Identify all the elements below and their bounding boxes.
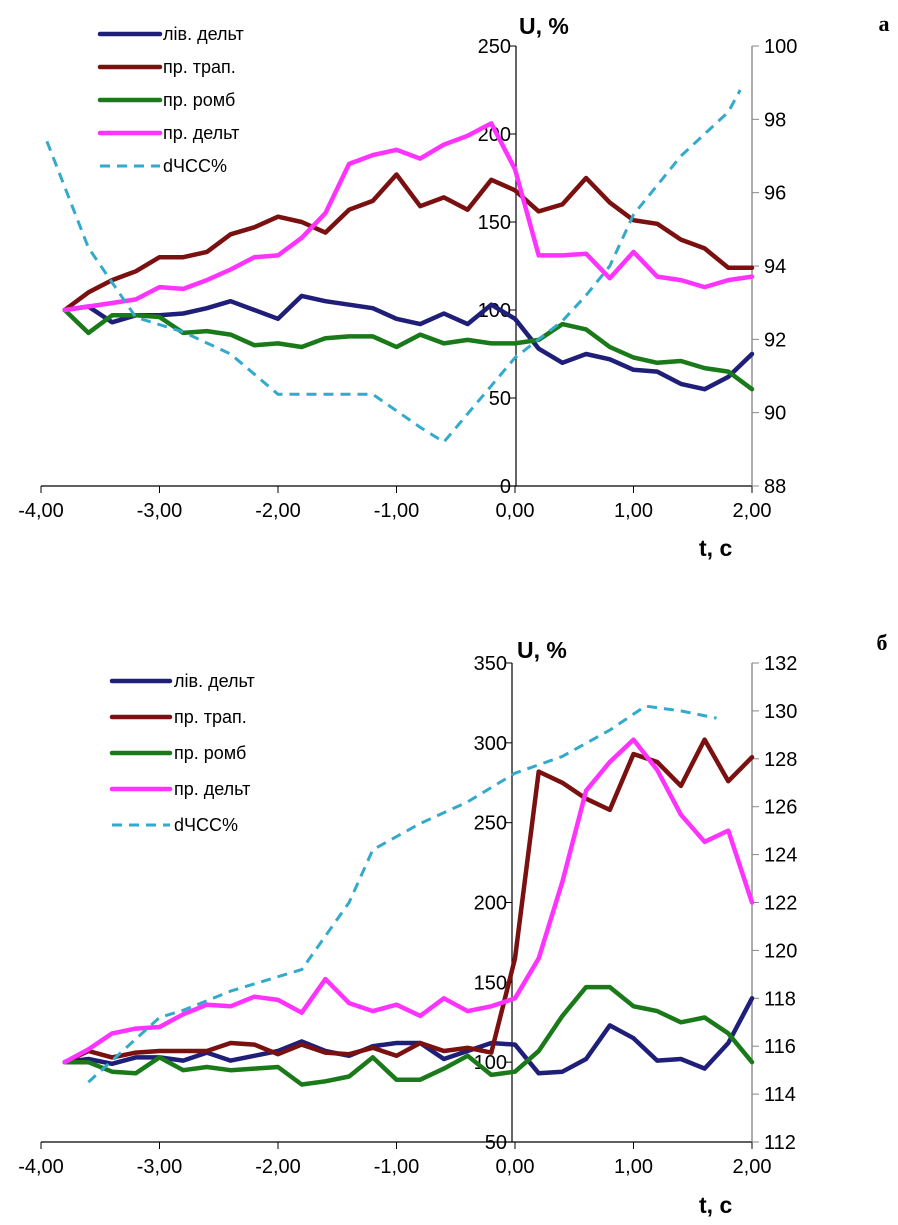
legend-label: лів. дельт [174,671,255,691]
legend-label: пр. трап. [174,707,247,727]
x-tick-label: -1,00 [374,500,420,522]
y-tick-label: 50 [489,388,511,410]
y2-tick-label: 130 [764,701,797,723]
y-tick-label: 350 [474,653,507,675]
y-tick-label: 0 [500,476,511,498]
y-tick-label: 50 [485,1132,507,1154]
y2-tick-label: 120 [764,940,797,962]
series-line-5 [45,89,742,444]
chart-panel-2: б-4,00 -3,00 -2,00 -1,00 0,00 1,00 2,005010015… [18,630,887,1218]
y2-tick-label: 116 [764,1036,796,1058]
x-tick-label: -3,00 [137,1156,183,1178]
x-tick-label: 1,00 [614,500,653,522]
x-tick-label: -2,00 [255,500,301,522]
x-tick-label: 0,00 [496,500,535,522]
y2-tick-label: 126 [764,797,797,819]
x-tick-label: 2,00 [733,500,772,522]
series-line-3 [62,984,755,1087]
x-tick-label: -2,00 [255,1156,301,1178]
legend-label: пр. трап. [163,57,236,77]
y2-tick-label: 128 [764,749,797,771]
y2-tick-label: 98 [764,109,786,131]
series-line-1 [62,996,755,1076]
y-tick-label: 250 [474,813,507,835]
panel-letter: б [877,630,888,655]
panel-letter: а [879,11,890,36]
y2-tick-label: 132 [764,653,797,675]
x-axis-title: t, с [699,1192,732,1218]
x-tick-label: -3,00 [137,500,183,522]
y-axis-title: U, % [519,13,569,39]
y2-tick-label: 92 [764,329,786,351]
y2-tick-label: 100 [764,36,797,58]
x-tick-label: 2,00 [733,1156,772,1178]
chart-panel-1: а -4,00 -3,00 -2,00 -1,00 0,00 1,00 2,00 0 50 100 1… [18,11,889,561]
series-line-2 [62,737,755,1065]
y-tick-label: 150 [474,972,507,994]
x-tick-label: -4,00 [18,1156,64,1178]
y2-tick-label: 94 [764,256,786,278]
y2-tick-label: 114 [764,1084,796,1106]
x-tick-label: 0,00 [496,1156,535,1178]
y-tick-label: 100 [478,300,511,322]
y-axis-title: U, % [517,637,567,663]
x-tick-label: -1,00 [374,1156,420,1178]
y-tick-label: 250 [478,36,511,58]
legend-label: dЧСС% [163,156,227,176]
y-tick-label: 150 [478,212,511,234]
y-tick-label: 300 [474,733,507,755]
x-tick-label: 1,00 [614,1156,653,1178]
y2-tick-label: 112 [764,1132,796,1154]
y-tick-label: 200 [474,893,507,915]
legend-label: пр. ромб [174,743,246,763]
y2-tick-label: 90 [764,403,786,425]
series-line-5 [87,704,717,1084]
series-line-4 [62,737,755,1065]
legend-label: пр. дельт [174,779,250,799]
series-line-1 [62,293,755,392]
y2-tick-label: 88 [764,476,786,498]
series-line-2 [62,172,755,313]
legend: лів. дельт пр. трап. пр. ромб пр. дельт dЧСС… [97,24,244,176]
y2-tick-label: 124 [764,845,797,867]
legend-label: dЧСС% [174,815,238,835]
legend-label: пр. дельт [163,123,239,143]
legend-label: пр. ромб [163,90,235,110]
legend-label: лів. дельт [163,24,244,44]
y2-tick-label: 96 [764,183,786,205]
x-axis-title: t, с [699,535,732,561]
y2-tick-label: 118 [764,988,796,1010]
series-line-4 [62,121,755,313]
x-tick-label: -4,00 [18,500,64,522]
legend: лів. дельт пр. трап. пр. ромб пр. дельт dЧСС… [109,671,255,835]
y2-tick-label: 122 [764,893,797,915]
